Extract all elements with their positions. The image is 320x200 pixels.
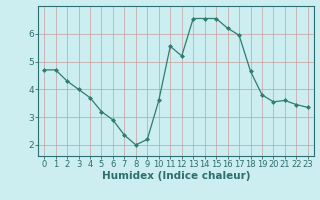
X-axis label: Humidex (Indice chaleur): Humidex (Indice chaleur)	[102, 171, 250, 181]
